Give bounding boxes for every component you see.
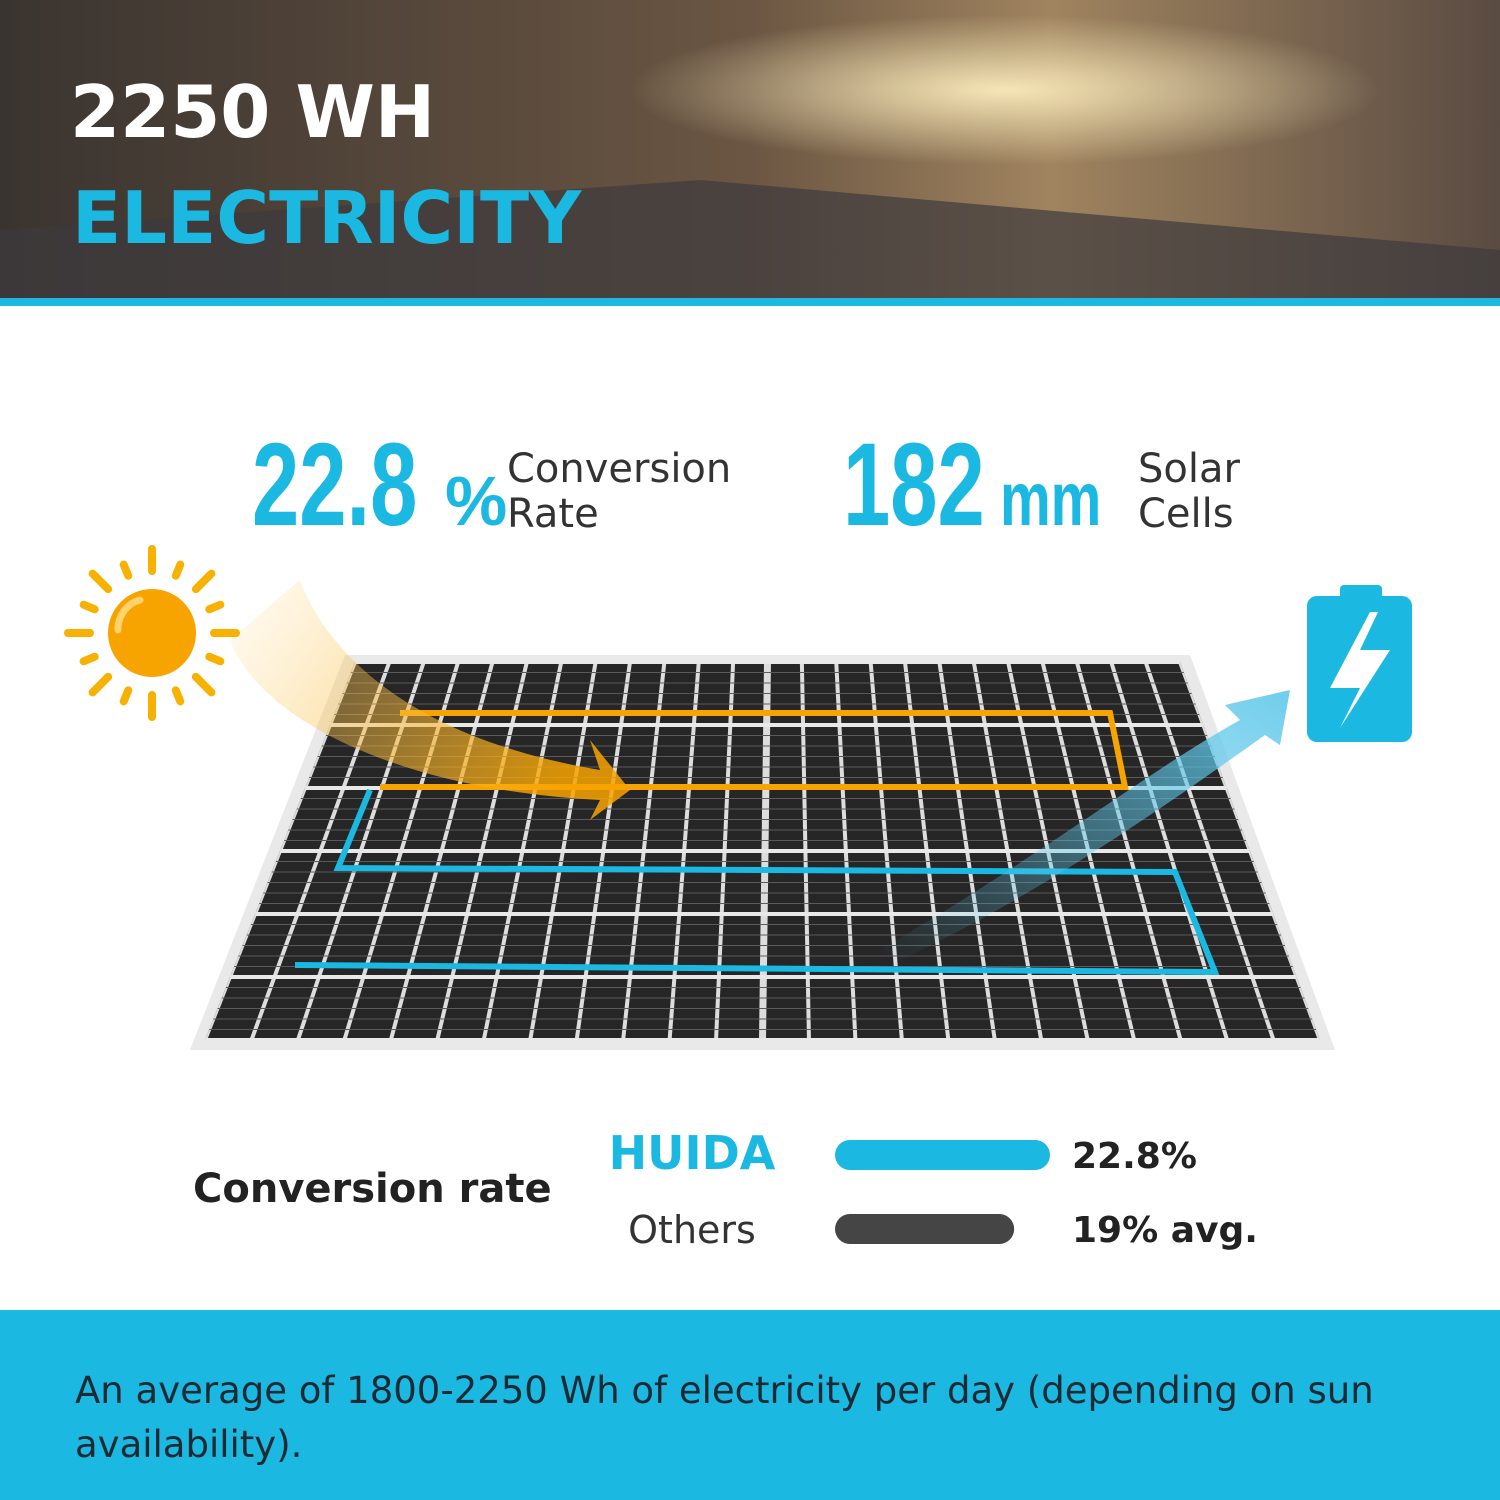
footer-band xyxy=(0,1310,1500,1500)
sun-icon xyxy=(64,545,240,721)
bar xyxy=(835,1214,1015,1244)
sun-ray xyxy=(171,686,185,706)
sun-ray xyxy=(88,569,113,594)
row-name: Others xyxy=(628,1208,756,1252)
footer-text: availability). xyxy=(75,1423,302,1466)
current-path xyxy=(380,710,1129,790)
row-name: HUIDA xyxy=(609,1126,776,1180)
stat-label: Rate xyxy=(507,491,599,537)
sun-ray xyxy=(88,672,113,697)
sun-ray xyxy=(191,569,216,594)
sun-beam xyxy=(230,580,630,820)
header-stripe xyxy=(0,298,1500,306)
sun-ray xyxy=(171,560,185,580)
stat-number: 182 xyxy=(843,418,985,550)
sun-ray xyxy=(79,600,99,614)
header-line1: 2250 WH xyxy=(70,70,435,154)
stat-label: Cells xyxy=(1138,491,1234,537)
battery-icon xyxy=(1307,585,1412,742)
comparison-title: Conversion rate xyxy=(193,1166,552,1212)
sun-ray xyxy=(205,652,225,666)
current-path xyxy=(294,788,1220,976)
stat-label: Solar xyxy=(1138,446,1240,492)
value-label: 19% avg. xyxy=(1072,1210,1258,1251)
footer-text: An average of 1800-2250 Wh of electricit… xyxy=(75,1369,1374,1412)
value-label: 22.8% xyxy=(1072,1136,1197,1177)
stat-unit: mm xyxy=(1000,457,1101,542)
stat-number: 22.8 xyxy=(252,418,417,550)
sun-ray xyxy=(119,560,133,580)
stat-unit: % xyxy=(445,462,507,540)
header-line2: ELECTRICITY xyxy=(72,176,582,260)
sun-ray xyxy=(205,600,225,614)
sun-ray xyxy=(79,652,99,666)
bar xyxy=(835,1140,1050,1170)
power-beam xyxy=(880,690,1290,960)
stat-label: Conversion xyxy=(507,446,731,492)
sun-ray xyxy=(191,672,216,697)
roof-panels xyxy=(0,180,1500,300)
sun-ray xyxy=(119,686,133,706)
